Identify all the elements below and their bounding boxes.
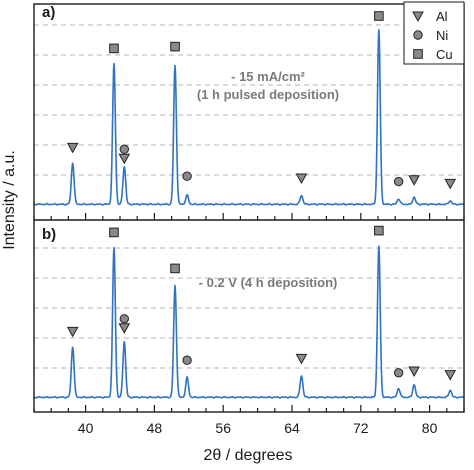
al-peak-marker bbox=[444, 178, 457, 190]
xrd-trace-a bbox=[33, 28, 465, 206]
al-peak-marker bbox=[66, 326, 79, 338]
marker-layer bbox=[66, 11, 457, 381]
ni-peak-marker bbox=[119, 144, 130, 154]
legend-label-ni: Ni bbox=[436, 28, 448, 43]
al-peak-marker bbox=[295, 173, 308, 185]
cu-peak-marker bbox=[374, 225, 384, 236]
x-tick-label: 72 bbox=[353, 420, 369, 436]
cu-peak-marker bbox=[170, 41, 180, 52]
al-peak-marker bbox=[118, 153, 131, 165]
al-peak-marker bbox=[444, 370, 457, 381]
al-peak-marker bbox=[295, 353, 308, 365]
ni-peak-marker bbox=[182, 171, 192, 181]
ni-peak-marker bbox=[182, 355, 192, 365]
text-layer: a) b) - 15 mA/cm² (1 h pulsed deposition… bbox=[1, 4, 339, 464]
x-axis-label: 2θ / degrees bbox=[204, 447, 293, 464]
al-peak-marker bbox=[118, 323, 131, 334]
legend-label-cu: Cu bbox=[436, 47, 453, 62]
cu-peak-marker bbox=[374, 11, 384, 21]
x-tick-label: 56 bbox=[215, 420, 231, 436]
ni-peak-marker bbox=[119, 314, 130, 324]
panel-label-b: b) bbox=[42, 226, 56, 243]
annotation-a-line1: - 15 mA/cm² bbox=[231, 69, 305, 84]
y-axis-label: Intensity / a.u. bbox=[1, 150, 18, 250]
al-peak-marker bbox=[408, 366, 420, 378]
trace-layer bbox=[33, 28, 465, 399]
al-peak-marker bbox=[408, 175, 420, 186]
ni-peak-marker bbox=[393, 176, 404, 187]
annotation-b: - 0.2 V (4 h deposition) bbox=[199, 275, 338, 290]
axis-layer: 40 48 56 64 72 80 bbox=[33, 3, 465, 436]
legend: Al Ni Cu bbox=[403, 1, 465, 65]
legend-box bbox=[403, 1, 465, 65]
x-tick-label: 64 bbox=[284, 420, 300, 436]
legend-marker-cu bbox=[413, 49, 423, 59]
plot-frame bbox=[33, 3, 465, 413]
x-tick-label: 48 bbox=[147, 420, 163, 436]
cu-peak-marker bbox=[109, 227, 119, 238]
legend-marker-al bbox=[412, 11, 424, 23]
annotation-a-line2: (1 h pulsed deposition) bbox=[197, 87, 339, 102]
al-peak-marker bbox=[66, 142, 79, 154]
legend-label-al: Al bbox=[436, 9, 448, 24]
cu-peak-marker bbox=[109, 43, 119, 54]
ni-peak-marker bbox=[393, 368, 404, 378]
x-tick-label: 80 bbox=[422, 420, 438, 436]
cu-peak-marker bbox=[170, 263, 180, 274]
panel-label-a: a) bbox=[42, 4, 55, 21]
x-tick-label: 40 bbox=[78, 420, 94, 436]
legend-marker-ni bbox=[413, 30, 423, 40]
xrd-trace-b bbox=[33, 245, 465, 399]
